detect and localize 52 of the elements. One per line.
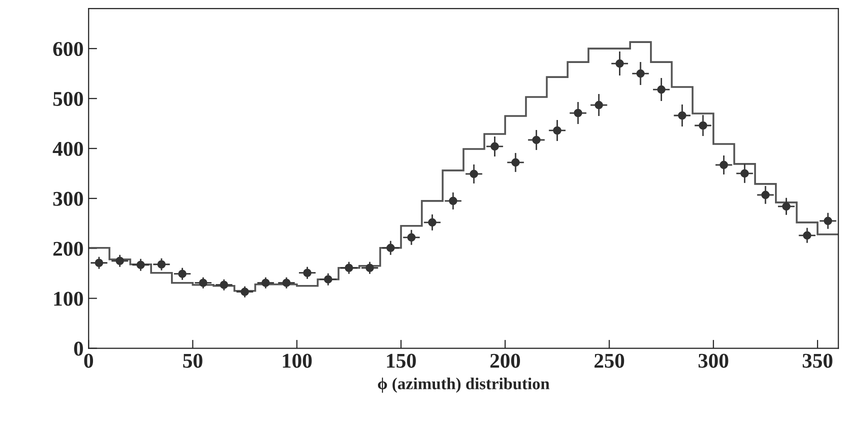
point [594,100,604,110]
point [678,111,686,120]
point [720,160,728,170]
point [657,85,666,94]
y-tick-label: 0 [74,342,83,356]
point [574,108,582,118]
point [428,218,436,227]
x-tick-label: 100 [282,354,312,368]
point [366,264,374,272]
x-tick-label: 0 [84,354,94,368]
point [157,260,166,269]
point [116,256,124,266]
point [802,231,812,240]
point [553,126,562,135]
x-axis-title: ϕ (azimuth) distribution [378,378,550,393]
point [470,170,478,178]
point [303,268,312,278]
point [511,158,520,167]
point [136,260,145,270]
point [282,278,291,288]
x-tick-label: 300 [698,354,728,368]
y-tick-label: 200 [53,242,83,256]
point [824,216,832,226]
y-tick-label: 600 [53,42,83,56]
point [240,288,249,296]
y-tick-label: 400 [52,142,83,156]
point [178,270,186,278]
point [636,69,645,78]
point [448,196,458,206]
point [324,275,332,284]
point [386,244,395,252]
y-tick-label: 500 [53,92,83,106]
point [261,278,270,288]
y-tick-label: 300 [53,192,83,206]
point [220,280,228,290]
point [761,190,770,200]
point [94,258,104,268]
point [344,264,354,272]
y-tick-label: 100 [54,292,83,306]
point [698,121,708,130]
point [198,278,208,288]
point [490,142,499,151]
x-tick-label: 150 [387,354,416,368]
point [740,169,749,178]
point [616,59,624,68]
x-tick-label: 50 [183,354,202,368]
x-tick-label: 250 [594,354,624,368]
point [532,136,541,144]
x-tick-label: 350 [802,354,832,368]
point [782,202,790,211]
point [407,233,416,242]
x-tick-label: 200 [490,354,520,368]
